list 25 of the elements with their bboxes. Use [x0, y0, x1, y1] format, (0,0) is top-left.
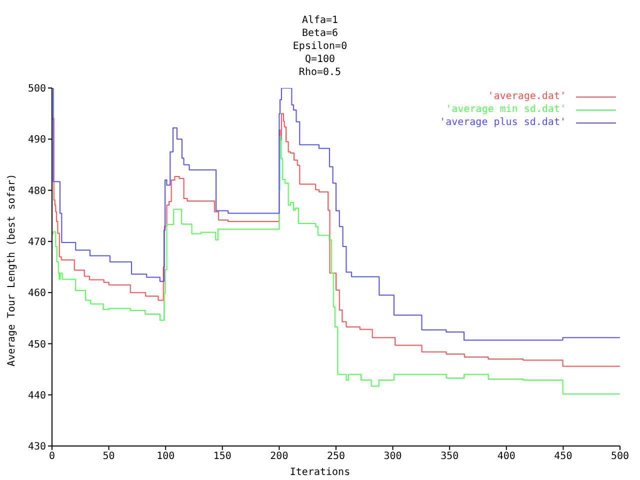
x-tick-label: 100	[156, 451, 175, 462]
y-tick-label: 480	[28, 186, 46, 197]
y-tick-label: 500	[28, 84, 46, 95]
x-tick-label: 350	[440, 451, 459, 462]
x-tick-label: 300	[384, 451, 402, 462]
x-axis-title: Iterations	[288, 467, 352, 478]
x-tick-label: 500	[610, 451, 630, 462]
y-tick-label: 450	[28, 339, 46, 350]
x-tick-label: 150	[213, 451, 232, 462]
x-tick-label: 0	[48, 451, 56, 462]
x-tick-label: 400	[497, 451, 516, 462]
x-tick-label: 450	[554, 451, 572, 462]
x-tick-label: 200	[270, 451, 288, 462]
legend-label: 'average.dat'	[488, 90, 566, 103]
y-axis-title: Average Tour Length (best sofar)	[6, 174, 18, 366]
y-tick-label: 490	[28, 134, 46, 146]
x-tick-label: 50	[102, 451, 115, 462]
chart-title: Alfa=1 Beta=6 Epsilon=0 Q=100 Rho=0.5	[292, 14, 348, 79]
y-tick-label: 470	[28, 236, 46, 248]
y-tick-label: 460	[28, 288, 46, 300]
legend-label: 'average plus sd.dat'	[440, 116, 566, 129]
y-tick-label: 430	[28, 442, 46, 453]
x-tick-label: 250	[326, 451, 346, 462]
y-tick-label: 440	[28, 390, 46, 402]
legend-label: 'average min sd.dat'	[446, 103, 566, 116]
